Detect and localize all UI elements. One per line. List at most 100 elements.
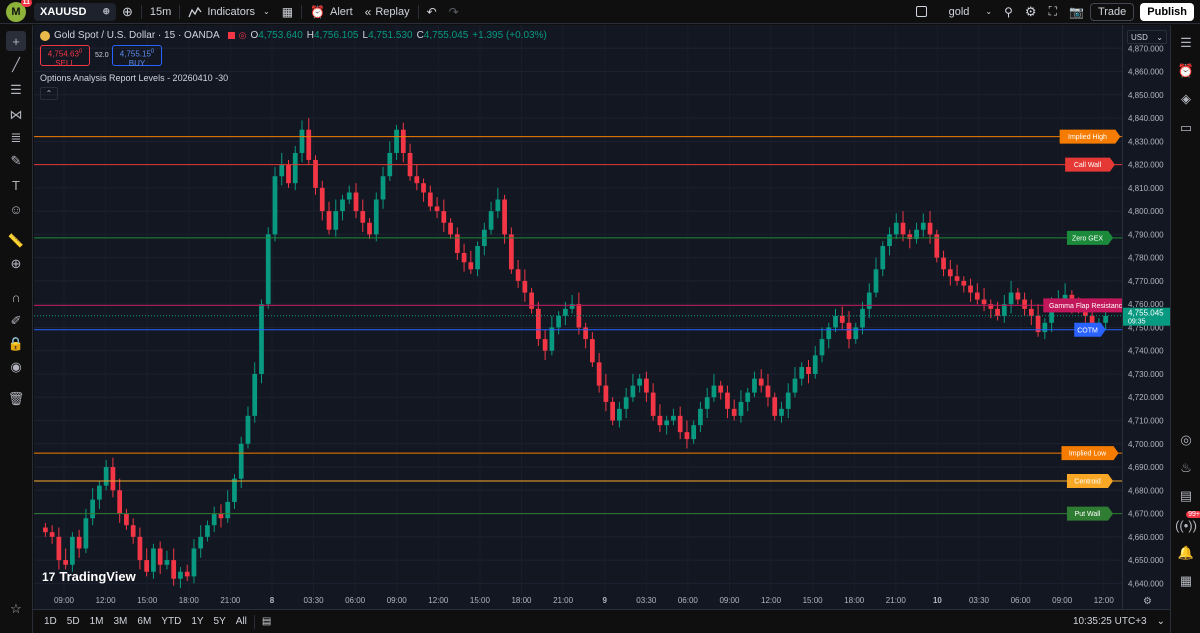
measure-tool[interactable]: 📏 bbox=[6, 231, 26, 251]
chart-pane[interactable]: 09:00 12:00 15:00 18:00 21:00 8 03:30 06:00 09:0… bbox=[34, 25, 1122, 609]
candle-body bbox=[961, 280, 967, 286]
level-label[interactable]: Put Wall bbox=[1066, 506, 1114, 521]
horizontal-lines-tool[interactable]: ☰ bbox=[6, 80, 26, 100]
chat-button[interactable]: ▭ bbox=[1176, 118, 1196, 138]
range-1d[interactable]: 1D bbox=[44, 616, 57, 627]
level-label[interactable]: Centroid bbox=[1066, 474, 1114, 488]
alerts-panel-button[interactable]: ⏰ bbox=[1176, 61, 1196, 81]
candle-body bbox=[360, 211, 366, 223]
undo-button[interactable]: ↶ bbox=[421, 0, 443, 24]
level-label[interactable]: Implied Low bbox=[1061, 446, 1119, 461]
bottom-toolbar: 1D 5D 1M 3M 6M YTD 1Y 5Y All ▤ 10:35:25 UTC+3 ⌄ bbox=[33, 609, 1170, 633]
snapshot-button[interactable]: 📷 bbox=[1063, 0, 1090, 24]
price-tick-label: 4,760.000 bbox=[1128, 300, 1164, 309]
candle-body bbox=[103, 467, 109, 486]
object-tree-button[interactable]: ◈ bbox=[1176, 89, 1196, 109]
indicators-button[interactable]: Indicators ⌄ bbox=[182, 0, 275, 24]
bell-icon: 🔔 bbox=[1177, 545, 1195, 560]
publish-button[interactable]: Publish bbox=[1140, 2, 1194, 21]
candle-body bbox=[1049, 304, 1054, 323]
indicator-legend[interactable]: Options Analysis Report Levels - 2026041… bbox=[40, 73, 229, 83]
hide-drawings-tool[interactable]: ◉ bbox=[6, 357, 26, 377]
layout-name-button[interactable]: gold ⌄ bbox=[933, 0, 999, 24]
level-label[interactable]: Zero GEX bbox=[1066, 230, 1114, 245]
hotlists-button[interactable]: ♨ bbox=[1176, 458, 1196, 478]
candle-body bbox=[279, 164, 285, 177]
level-label-bg bbox=[1066, 230, 1114, 245]
fire-icon: ♨ bbox=[1180, 460, 1192, 475]
remove-drawings-tool[interactable]: 🗑 bbox=[6, 389, 26, 409]
zoom-tool[interactable]: ⊕ bbox=[6, 254, 26, 274]
candle-body bbox=[893, 222, 899, 235]
level-label[interactable]: Gamma Flap Resistance bbox=[1043, 298, 1122, 313]
candle-body bbox=[238, 443, 244, 479]
dom-button[interactable]: 🔔 bbox=[1176, 543, 1196, 563]
pattern-tool[interactable]: ⋈ bbox=[6, 105, 26, 125]
watchlist-button[interactable]: ☰ bbox=[1176, 33, 1196, 53]
level-label[interactable]: COTM bbox=[1074, 322, 1106, 337]
level-label[interactable]: Implied High bbox=[1059, 129, 1121, 144]
quick-search-button[interactable]: ⚲ bbox=[998, 0, 1019, 24]
candle-body bbox=[1001, 304, 1007, 316]
trade-button[interactable]: Trade bbox=[1089, 2, 1135, 21]
sell-price: 4,754.630 bbox=[47, 49, 83, 59]
favorites-tool[interactable]: ☆ bbox=[6, 599, 26, 619]
calendar-button[interactable]: ▤ bbox=[1176, 486, 1196, 506]
legend-title[interactable]: Gold Spot / U.S. Dollar · 15 · OANDA bbox=[54, 30, 220, 41]
range-1m[interactable]: 1M bbox=[89, 616, 104, 627]
compare-icon: ⊕ bbox=[102, 6, 110, 16]
currency-selector[interactable]: USD ⌄ bbox=[1127, 30, 1167, 44]
notifications-button[interactable]: 99+ ((•)) bbox=[1175, 511, 1200, 535]
divider bbox=[179, 4, 181, 19]
range-5y[interactable]: 5Y bbox=[213, 616, 226, 627]
text-tool[interactable]: T bbox=[6, 175, 26, 195]
chevron-down-icon[interactable]: ⌄ bbox=[1156, 616, 1165, 627]
interval-button[interactable]: 15m bbox=[144, 0, 177, 24]
alert-button[interactable]: ⏰ Alert bbox=[304, 0, 359, 24]
candle-body bbox=[488, 211, 494, 230]
layout-toggle-button[interactable] bbox=[910, 0, 933, 24]
range-6m[interactable]: 6M bbox=[137, 616, 152, 627]
range-ytd[interactable]: YTD bbox=[161, 616, 182, 627]
range-3m[interactable]: 3M bbox=[113, 616, 128, 627]
fullscreen-button[interactable]: ⛶ bbox=[1043, 0, 1063, 24]
brush-tool[interactable]: ✎ bbox=[6, 151, 26, 171]
candle-body bbox=[164, 560, 170, 565]
candle-body bbox=[846, 322, 852, 340]
clock-button[interactable]: 10:35:25 UTC+3 bbox=[1072, 616, 1147, 627]
goto-date-button[interactable]: ▤ bbox=[257, 616, 276, 627]
time-tick-label: 9 bbox=[602, 596, 607, 605]
range-all[interactable]: All bbox=[235, 616, 247, 627]
legend-high: H4,756.105 bbox=[306, 30, 359, 41]
candle-body bbox=[461, 253, 467, 263]
crosshair-tool[interactable]: + bbox=[6, 31, 26, 51]
gold-symbol-icon bbox=[40, 30, 50, 41]
magnet-tool[interactable]: ∩ bbox=[6, 287, 26, 307]
collapse-legend-button[interactable]: ⌃ bbox=[40, 87, 58, 100]
help-button[interactable]: ▦ bbox=[1176, 571, 1196, 591]
price-axis[interactable]: 4,640.000 4,650.000 4,660.000 4,670.000 4,68… bbox=[1122, 25, 1171, 609]
add-symbol-button[interactable]: ⊕ bbox=[116, 0, 139, 24]
range-1y[interactable]: 1Y bbox=[191, 616, 204, 627]
layouts-button[interactable]: ▦ bbox=[276, 0, 299, 24]
visibility-icon[interactable]: ◎ bbox=[238, 30, 247, 40]
candle-body bbox=[367, 222, 372, 235]
symbol-search-button[interactable]: XAUUSD ⊕ bbox=[34, 2, 116, 21]
ideas-button[interactable]: ◎ bbox=[1176, 430, 1196, 450]
settings-button[interactable]: ⚙ bbox=[1019, 0, 1043, 24]
tv-logo-icon: 17 bbox=[42, 569, 56, 584]
fib-tool[interactable]: ≣ bbox=[6, 128, 26, 148]
range-5d[interactable]: 5D bbox=[66, 616, 80, 627]
replay-button[interactable]: « Replay bbox=[359, 0, 416, 24]
user-avatar[interactable]: M 11 bbox=[6, 0, 32, 22]
candle-body bbox=[954, 276, 960, 281]
lock-drawings-tool[interactable]: 🔒 bbox=[6, 334, 26, 354]
stay-drawing-tool[interactable]: ✐ bbox=[6, 311, 26, 331]
redo-button[interactable]: ↷ bbox=[443, 0, 465, 24]
trend-line-tool[interactable]: ╱ bbox=[6, 55, 26, 75]
buy-button[interactable]: 4,755.150 BUY bbox=[112, 45, 162, 68]
axis-settings-icon[interactable]: ⚙ bbox=[1143, 596, 1152, 607]
sell-button[interactable]: 4,754.630 SELL bbox=[40, 45, 90, 68]
emoji-tool[interactable]: ☺ bbox=[6, 199, 26, 219]
level-label[interactable]: Call Wall bbox=[1065, 157, 1115, 172]
